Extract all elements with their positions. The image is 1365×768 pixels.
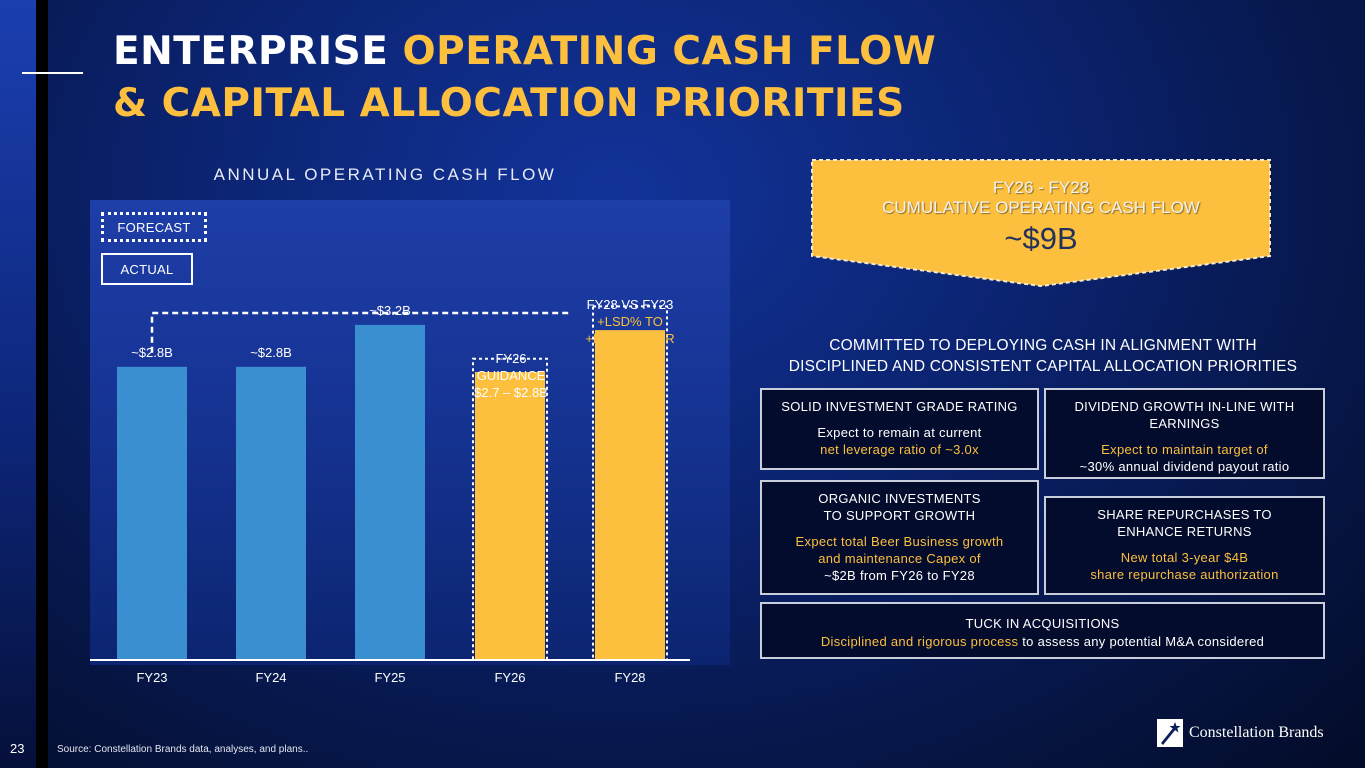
priority-heading: TO SUPPORT GROWTH <box>823 508 976 523</box>
cagr-connector-line <box>150 311 570 353</box>
cagr-line-3: +MSD% CAGR <box>585 331 675 346</box>
banner-line-2: CUMULATIVE OPERATING CASH FLOW <box>882 198 1200 217</box>
priority-heading: EARNINGS <box>1149 416 1220 431</box>
priority-text-highlight: New total 3-year $4B <box>1120 550 1249 565</box>
x-tick-fy25: FY25 <box>374 670 405 685</box>
priority-text-highlight: Expect total Beer Business growth <box>795 534 1004 549</box>
page-number: 23 <box>10 741 25 756</box>
company-logo: Constellation Brands <box>1157 719 1324 747</box>
title-yellow-part-2: & CAPITAL ALLOCATION PRIORITIES <box>113 81 905 126</box>
priority-text-highlight: net leverage ratio of ~3.0x <box>820 442 979 457</box>
forecast-range-outline <box>472 357 548 661</box>
priority-heading: SOLID INVESTMENT GRADE RATING <box>781 399 1018 414</box>
priority-text-highlight: Disciplined and rigorous process <box>820 634 1019 649</box>
priority-investment-grade-rating: SOLID INVESTMENT GRADE RATING Expect to … <box>760 388 1039 470</box>
x-tick-fy26: FY26 <box>494 670 525 685</box>
fy26-guidance-line-3: $2.7 – $2.8B <box>474 385 548 400</box>
title-rule <box>22 72 83 74</box>
priority-organic-investments: ORGANIC INVESTMENTS TO SUPPORT GROWTH Ex… <box>760 480 1039 595</box>
priority-text: ~30% annual dividend payout ratio <box>1079 459 1290 474</box>
priority-heading: ENHANCE RETURNS <box>1117 524 1252 539</box>
priority-tuck-in-acquisitions: TUCK IN ACQUISITIONS Disciplined and rig… <box>760 602 1325 659</box>
operating-cash-flow-chart: ~$2.8B FY23 ~$2.8B FY24 ~$3.2B FY25 FY26 FY28 <box>90 303 690 685</box>
committed-line-1: COMMITTED TO DEPLOYING CASH IN ALIGNMENT… <box>829 337 1257 354</box>
priority-text-highlight: Expect to maintain target of <box>1101 442 1268 457</box>
cagr-annotation: FY28 VS FY23 +LSD% TO +MSD% CAGR <box>570 296 690 347</box>
priority-text: Expect to remain at current <box>817 425 982 440</box>
data-label-fy24: ~$2.8B <box>250 345 292 360</box>
committed-line-2: DISCIPLINED AND CONSISTENT CAPITAL ALLOC… <box>788 358 1298 375</box>
logo-text: Constellation Brands <box>1189 724 1324 741</box>
title-yellow-part-1: OPERATING CASH FLOW <box>402 29 937 74</box>
cumulative-cash-flow-banner <box>811 159 1271 288</box>
priority-heading: DIVIDEND GROWTH IN-LINE WITH <box>1074 399 1295 414</box>
data-label-fy23: ~$2.8B <box>131 345 173 360</box>
data-label-fy25: ~$3.2B <box>369 303 411 318</box>
priority-text: ~$2B from FY26 to FY28 <box>824 568 975 583</box>
title-white-part: ENTERPRISE <box>113 29 403 74</box>
x-tick-fy28: FY28 <box>614 670 645 685</box>
source-note: Source: Constellation Brands data, analy… <box>57 744 309 755</box>
priority-text-highlight: share repurchase authorization <box>1090 567 1279 582</box>
legend-forecast: FORECAST <box>101 212 207 242</box>
x-tick-fy23: FY23 <box>136 670 167 685</box>
cagr-line-1: FY28 VS FY23 <box>586 297 674 312</box>
priority-dividend-growth: DIVIDEND GROWTH IN-LINE WITH EARNINGS Ex… <box>1044 388 1325 479</box>
committed-statement: COMMITTED TO DEPLOYING CASH IN ALIGNMENT… <box>760 335 1326 377</box>
banner-text: FY26 - FY28 CUMULATIVE OPERATING CASH FL… <box>812 178 1270 260</box>
left-black-strip <box>36 0 48 768</box>
bar-fy23 <box>117 366 187 660</box>
left-accent-strip <box>0 0 36 768</box>
priority-heading: SHARE REPURCHASES TO <box>1097 507 1272 522</box>
x-tick-fy24: FY24 <box>255 670 286 685</box>
bar-fy28 <box>595 330 665 660</box>
priority-text: to assess any potential M&A considered <box>1018 634 1265 649</box>
fy26-guidance-line-1: FY26 <box>495 351 527 366</box>
page-title: ENTERPRISE OPERATING CASH FLOW & CAPITAL… <box>113 26 1013 130</box>
banner-value: ~$9B <box>1004 221 1078 256</box>
fy26-guidance-line-2: GUIDANCE <box>476 368 546 383</box>
priority-share-repurchases: SHARE REPURCHASES TO ENHANCE RETURNS New… <box>1044 496 1325 595</box>
chart-title: ANNUAL OPERATING CASH FLOW <box>213 165 557 184</box>
bar-fy25 <box>355 324 425 660</box>
cagr-line-2: +LSD% TO <box>597 314 663 329</box>
banner-line-1: FY26 - FY28 <box>992 178 1090 197</box>
legend-actual: ACTUAL <box>101 253 193 285</box>
priority-heading: TUCK IN ACQUISITIONS <box>965 616 1120 631</box>
priority-text-highlight: and maintenance Capex of <box>818 551 981 566</box>
bar-fy26 <box>475 372 545 660</box>
priority-heading: ORGANIC INVESTMENTS <box>818 491 981 506</box>
bar-fy24 <box>236 366 306 660</box>
star-logo-icon <box>1157 719 1183 747</box>
fy26-guidance-annotation: FY26 GUIDANCE $2.7 – $2.8B <box>458 350 564 401</box>
